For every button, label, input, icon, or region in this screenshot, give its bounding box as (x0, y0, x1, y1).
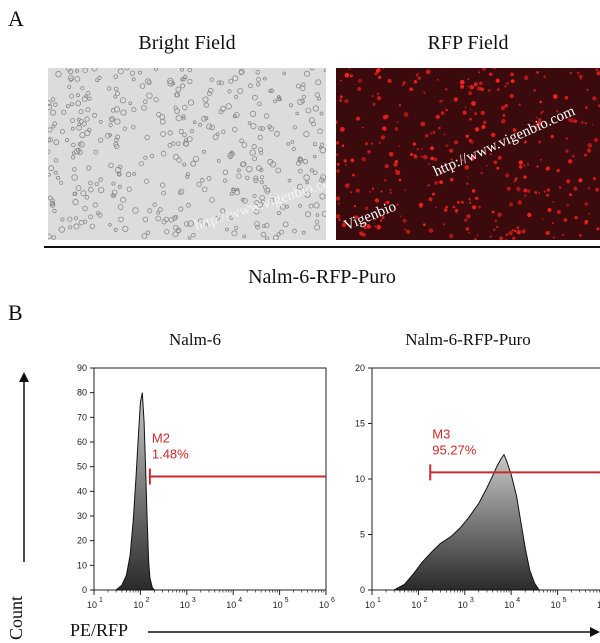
y-tick-label: 0 (82, 585, 87, 595)
y-tick-label: 60 (77, 437, 87, 447)
cell-line-caption: Nalm-6-RFP-Puro (248, 266, 396, 288)
x-tick-exponent: 1 (377, 597, 381, 604)
y-tick-label: 90 (77, 363, 87, 373)
y-tick-label: 40 (77, 486, 87, 496)
gate-percent: 1.48% (152, 447, 189, 462)
x-tick-exponent: 3 (192, 597, 196, 604)
gate-name: M2 (152, 431, 170, 446)
y-tick-label: 10 (355, 474, 365, 484)
x-tick-label: 10 (551, 600, 561, 610)
x-tick-label: 10 (597, 600, 600, 610)
y-tick-label: 15 (355, 419, 365, 429)
rfp-field-image: http://www.vigenbio.com Vigenbio (336, 68, 600, 240)
x-tick-exponent: 4 (238, 597, 242, 604)
chart-1-title: Nalm-6 (169, 330, 221, 349)
x-tick-label: 10 (319, 600, 329, 610)
x-tick-label: 10 (458, 600, 468, 610)
caption-divider (44, 246, 600, 248)
y-tick-label: 70 (77, 412, 87, 422)
x-tick-label: 10 (180, 600, 190, 610)
y-tick-label: 50 (77, 462, 87, 472)
histogram-nalm-6-rfp-puro: 05101520101102103104105106M395.27% (355, 363, 600, 610)
y-tick-label: 80 (77, 388, 87, 398)
panel-a-label: A (8, 6, 24, 31)
x-tick-exponent: 5 (563, 597, 567, 604)
gate-name: M3 (432, 426, 450, 441)
count-axis-arrow (19, 372, 29, 562)
y-tick-label: 20 (77, 536, 87, 546)
y-tick-label: 10 (77, 560, 87, 570)
x-tick-label: 10 (411, 600, 421, 610)
x-tick-exponent: 2 (145, 597, 149, 604)
plot-frame (93, 367, 327, 591)
pe-rfp-axis-label: PE/RFP (70, 620, 129, 640)
gate-percent: 95.27% (432, 442, 477, 457)
x-tick-label: 10 (87, 600, 97, 610)
x-tick-label: 10 (273, 600, 283, 610)
y-tick-label: 20 (355, 363, 365, 373)
x-tick-label: 10 (133, 600, 143, 610)
pe-rfp-axis-arrow (148, 627, 600, 637)
x-tick-label: 10 (365, 600, 375, 610)
count-axis-label: Count (6, 595, 26, 640)
histogram-area (114, 392, 156, 591)
bright-field-title: Bright Field (138, 32, 236, 54)
y-tick-label: 30 (77, 511, 87, 521)
y-tick-label: 5 (360, 530, 365, 540)
x-tick-exponent: 1 (99, 597, 103, 604)
chart-2-title: Nalm-6-RFP-Puro (405, 330, 531, 349)
bright-field-image: http://www.vigenbio.com Vigenbio (48, 68, 326, 240)
x-tick-label: 10 (504, 600, 514, 610)
histogram-area (393, 453, 541, 591)
y-tick-label: 0 (360, 585, 365, 595)
x-tick-exponent: 5 (285, 597, 289, 604)
x-tick-exponent: 6 (331, 597, 335, 604)
x-tick-exponent: 3 (470, 597, 474, 604)
x-tick-exponent: 2 (423, 597, 427, 604)
x-tick-label: 10 (226, 600, 236, 610)
rfp-field-title: RFP Field (427, 32, 509, 54)
x-tick-exponent: 4 (516, 597, 520, 604)
panel-b-label: B (8, 300, 23, 325)
